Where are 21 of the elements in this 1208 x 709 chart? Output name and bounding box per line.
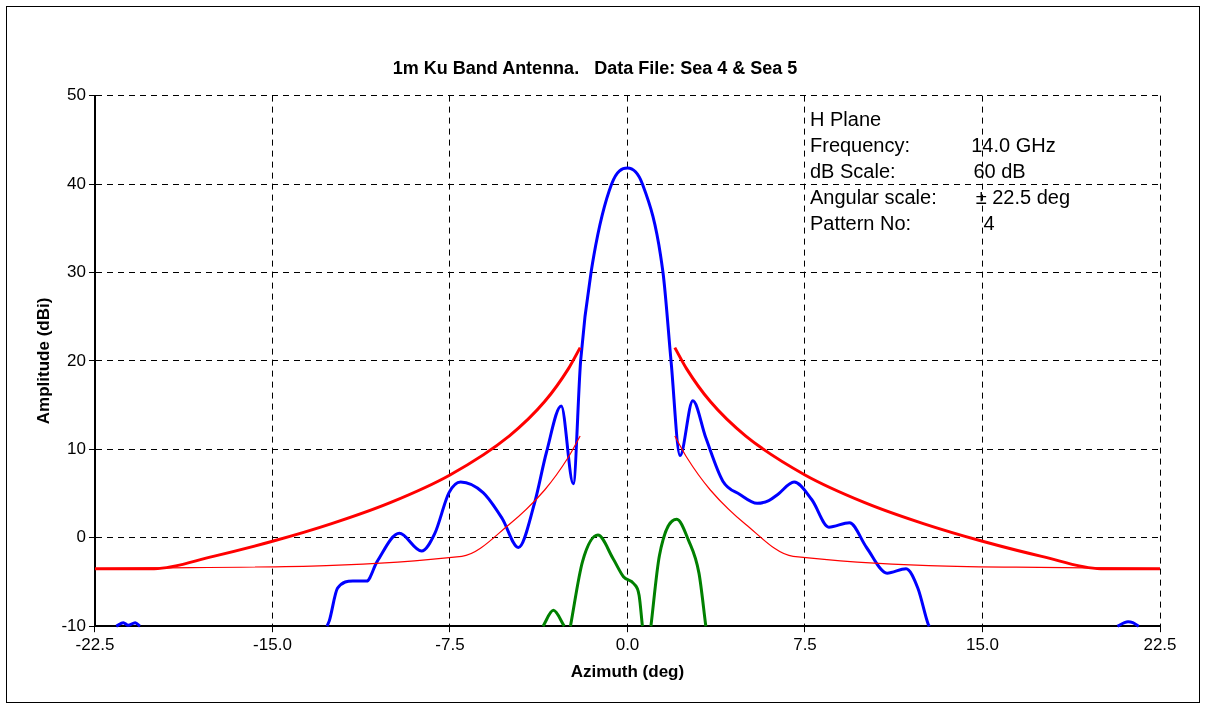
chart-title: 1m Ku Band Antenna. Data File: Sea 4 & Sea 5: [392, 57, 798, 78]
y-tick-label: 40: [67, 173, 86, 193]
y-tick-label: 50: [67, 85, 86, 105]
y-tick-label: 30: [67, 262, 86, 282]
annotation: Frequency: 14.0 GHz: [810, 133, 1057, 158]
y-tick-label: 10: [67, 439, 86, 459]
x-tick-label: 7.5: [793, 635, 817, 655]
annotation: H Plane: [810, 107, 883, 132]
y-axis-title: Amplitude (dBi): [33, 297, 53, 425]
y-tick-label: 20: [67, 350, 86, 370]
x-tick-label: 22.5: [1143, 635, 1177, 655]
y-tick-label: -10: [61, 615, 86, 635]
x-tick-label: -22.5: [75, 635, 115, 655]
x-axis-title: Azimuth (deg): [570, 662, 685, 682]
annotation: Angular scale: ± 22.5 deg: [810, 185, 1072, 210]
x-tick-label: -15.0: [253, 635, 292, 655]
x-tick-label: -7.5: [435, 635, 465, 655]
x-tick-label: 0.0: [615, 635, 640, 655]
annotation: Pattern No: 4: [810, 211, 996, 236]
y-tick-label: 0: [76, 527, 86, 547]
x-tick-label: 15.0: [965, 635, 1000, 655]
